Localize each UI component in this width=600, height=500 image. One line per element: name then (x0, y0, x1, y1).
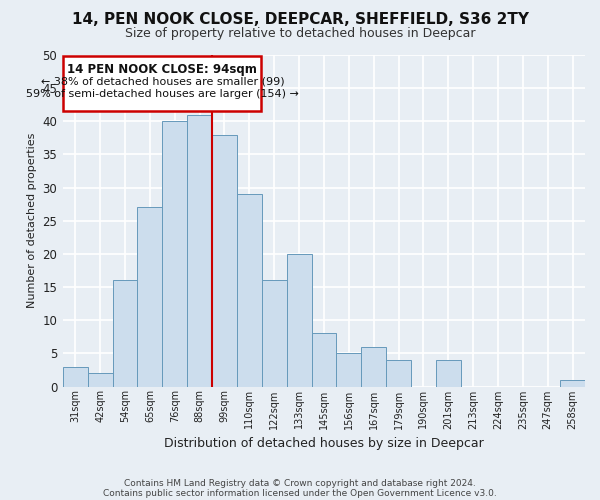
Text: Contains public sector information licensed under the Open Government Licence v3: Contains public sector information licen… (103, 488, 497, 498)
Y-axis label: Number of detached properties: Number of detached properties (27, 133, 37, 308)
Bar (113, 280, 137, 386)
Bar (237, 194, 262, 386)
Bar (361, 346, 386, 387)
Bar (436, 360, 461, 386)
Bar (386, 360, 411, 386)
Bar (63, 366, 88, 386)
X-axis label: Distribution of detached houses by size in Deepcar: Distribution of detached houses by size … (164, 437, 484, 450)
Text: ← 38% of detached houses are smaller (99): ← 38% of detached houses are smaller (99… (41, 76, 284, 86)
Text: 14, PEN NOOK CLOSE, DEEPCAR, SHEFFIELD, S36 2TY: 14, PEN NOOK CLOSE, DEEPCAR, SHEFFIELD, … (71, 12, 529, 28)
Bar (212, 134, 237, 386)
Bar (311, 334, 337, 386)
FancyBboxPatch shape (64, 56, 261, 112)
Bar (262, 280, 287, 386)
Text: Size of property relative to detached houses in Deepcar: Size of property relative to detached ho… (125, 28, 475, 40)
Text: Contains HM Land Registry data © Crown copyright and database right 2024.: Contains HM Land Registry data © Crown c… (124, 478, 476, 488)
Text: 14 PEN NOOK CLOSE: 94sqm: 14 PEN NOOK CLOSE: 94sqm (67, 63, 257, 76)
Bar (560, 380, 585, 386)
Bar (287, 254, 311, 386)
Bar (163, 122, 187, 386)
Bar (88, 374, 113, 386)
Text: 59% of semi-detached houses are larger (154) →: 59% of semi-detached houses are larger (… (26, 90, 299, 100)
Bar (337, 354, 361, 386)
Bar (187, 114, 212, 386)
Bar (137, 208, 163, 386)
